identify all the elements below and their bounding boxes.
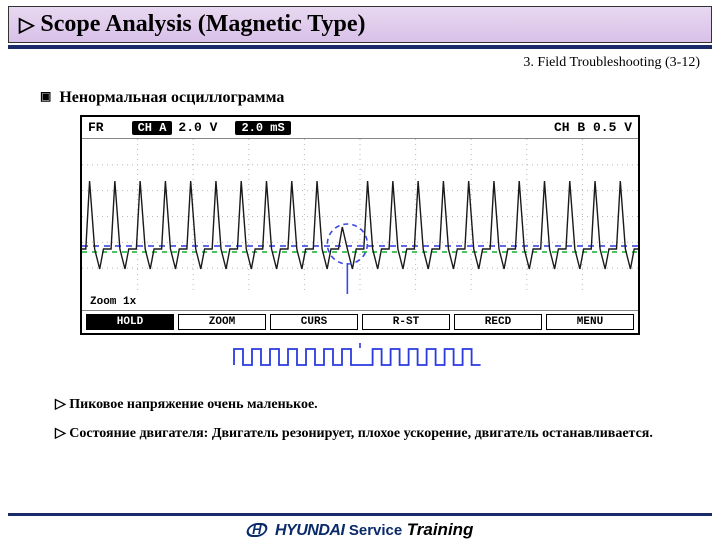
title-marker: ▷ (19, 14, 34, 36)
section-reference: 3. Field Troubleshooting (3-12) (0, 49, 720, 73)
rst-button[interactable]: R-ST (362, 314, 450, 330)
scope-frame: FR CH A 2.0 V 2.0 mS CH B 0.5 V Zoom 1x … (80, 115, 640, 335)
notes-block: ▷ Пиковое напряжение очень маленькое. ▷ … (55, 396, 680, 444)
timebase-pill: 2.0 mS (235, 121, 290, 135)
scope-button-row: HOLD ZOOM CURS R-ST RECD MENU (82, 311, 638, 333)
hold-button[interactable]: HOLD (86, 314, 174, 330)
curs-button[interactable]: CURS (270, 314, 358, 330)
training-text: Training (407, 520, 474, 539)
zoom-label: Zoom 1x (82, 294, 638, 311)
oscilloscope-panel: FR CH A 2.0 V 2.0 mS CH B 0.5 V Zoom 1x … (80, 115, 640, 378)
footer-logo: HYUNDAI Service Training (0, 520, 720, 540)
hyundai-logo-icon (244, 523, 269, 537)
footer-line (8, 513, 712, 516)
scope-plot (82, 139, 638, 294)
menu-button[interactable]: MENU (546, 314, 634, 330)
note-2: ▷ Состояние двигателя: Двигатель резонир… (55, 425, 680, 444)
ch-a-voltage: 2.0 V (178, 120, 217, 135)
fr-label: FR (88, 120, 104, 135)
title-text: Scope Analysis (Magnetic Type) (40, 11, 365, 37)
sub-heading-text: Ненормальная осциллограмма (59, 89, 284, 106)
footer: HYUNDAI Service Training (0, 513, 720, 540)
zoom-button[interactable]: ZOOM (178, 314, 266, 330)
recd-button[interactable]: RECD (454, 314, 542, 330)
sub-heading: ▣ Ненормальная осциллограмма (40, 89, 720, 107)
scope-header: FR CH A 2.0 V 2.0 mS CH B 0.5 V (82, 117, 638, 139)
service-text: Service (349, 522, 402, 539)
title-bar: ▷ Scope Analysis (Magnetic Type) (8, 6, 712, 43)
pulse-train (80, 343, 640, 378)
bullet-icon: ▣ (40, 89, 51, 103)
note-1: ▷ Пиковое напряжение очень маленькое. (55, 396, 680, 415)
waveform-svg (82, 139, 638, 294)
page-title: ▷ Scope Analysis (Magnetic Type) (19, 11, 701, 38)
ch-a-pill: CH A (132, 121, 173, 135)
ch-b-label: CH B 0.5 V (554, 120, 632, 135)
pulse-svg (230, 343, 490, 373)
brand-name: HYUNDAI (275, 522, 344, 539)
